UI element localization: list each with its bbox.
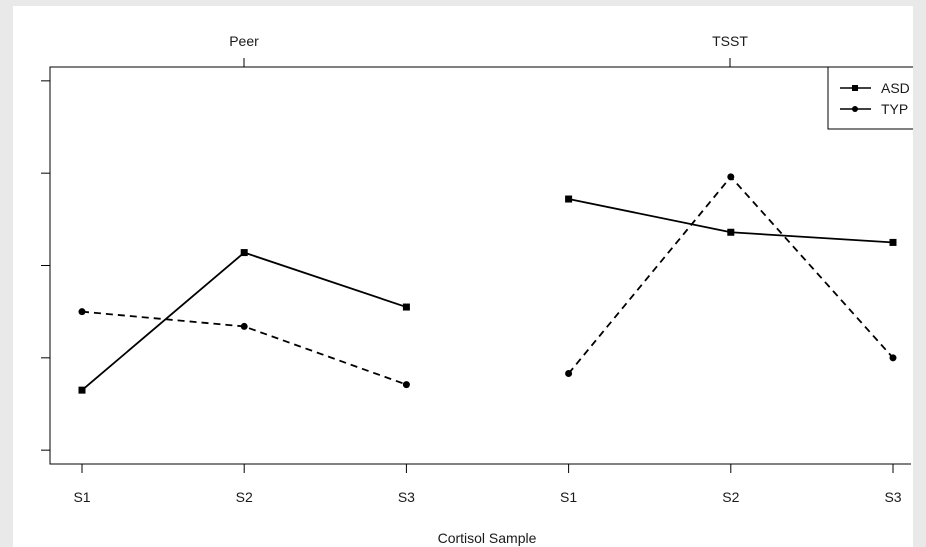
data-point-asd [727, 228, 735, 236]
legend-marker-asd [852, 85, 858, 91]
x-axis-title: Cortisol Sample [438, 530, 537, 546]
data-point-typ [565, 370, 573, 378]
x-tick-label: S1 [73, 489, 90, 505]
data-point-asd [78, 386, 86, 394]
x-tick-label: S1 [560, 489, 577, 505]
data-point-asd [240, 249, 248, 257]
x-tick-label: S2 [236, 489, 253, 505]
data-point-typ [78, 308, 86, 316]
y-axis: 0.0 0.1 0.2 0.3 0.4 [22, 71, 50, 460]
y-tick-label: 0.4 [22, 71, 38, 91]
line-chart: Peer TSST S1 S2 S3 S1 S2 S3 0.0 0.1 0.2 0.3 0.4 A… [22, 33, 913, 546]
x-tick-label: S2 [722, 489, 739, 505]
series-line-asd [568, 198, 894, 244]
x-tick-label: S3 [398, 489, 415, 505]
group-label-peer: Peer [229, 33, 259, 49]
data-point-asd [565, 195, 573, 203]
data-point-asd [402, 303, 410, 311]
data-point-asd [889, 238, 897, 246]
series-layer [78, 173, 897, 394]
y-tick-label: 0.2 [22, 256, 38, 276]
series-line-typ [567, 175, 894, 375]
legend-label-asd: ASD [881, 80, 910, 96]
y-tick-label: 0.3 [22, 163, 38, 183]
x-tick-label: S3 [884, 489, 901, 505]
plot-frame [49, 66, 911, 465]
data-point-typ [402, 381, 410, 389]
top-group-axis: Peer TSST [229, 33, 748, 67]
legend-marker-typ [852, 106, 858, 112]
legend: ASD TYP [827, 66, 913, 130]
legend-label-typ: TYP [881, 101, 908, 117]
chart-figure: Peer TSST S1 S2 S3 S1 S2 S3 0.0 0.1 0.2 0.3 0.4 A… [13, 6, 913, 547]
group-label-tsst: TSST [712, 33, 748, 49]
y-tick-label: 0.1 [22, 348, 38, 368]
data-point-typ [889, 354, 897, 362]
x-axis: S1 S2 S3 S1 S2 S3 [73, 463, 902, 505]
data-point-typ [240, 322, 248, 330]
data-point-typ [727, 173, 735, 181]
legend-box [827, 66, 913, 130]
series-line-asd [81, 251, 407, 391]
y-tick-label: 0.0 [22, 440, 38, 460]
